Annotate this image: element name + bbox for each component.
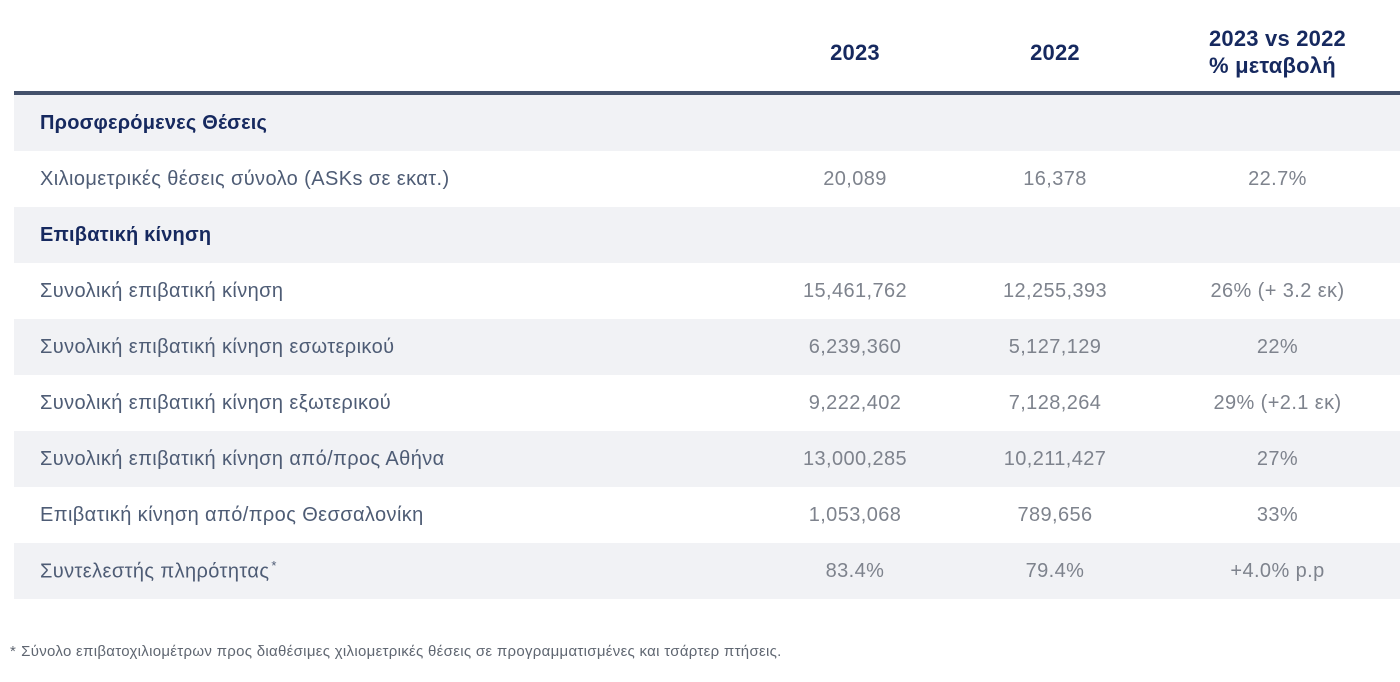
value-2022: 12,255,393 xyxy=(1002,279,1108,302)
section-title: Προσφερόμενες Θέσεις xyxy=(40,111,268,134)
value-2023: 20,089 xyxy=(823,167,887,190)
row-label: Χιλιομετρικές θέσεις σύνολο (ASKs σε εκα… xyxy=(40,167,450,190)
value-change: 22.7% xyxy=(1248,167,1307,190)
value-change: 29% (+2.1 εκ) xyxy=(1213,391,1342,414)
value-change: 22% xyxy=(1256,335,1299,358)
value-2022: 5,127,129 xyxy=(1008,335,1102,358)
row-label: Συντελεστής πληρότητας * xyxy=(14,558,755,584)
value-2022: 16,378 xyxy=(1023,167,1087,190)
table-row-section-seats: Προσφερόμενες Θέσεις xyxy=(14,95,1400,151)
value-change: 27% xyxy=(1256,447,1299,470)
traffic-statistics-table: 2023 2022 2023 vs 2022 % μεταβολή Προσφε… xyxy=(14,0,1400,599)
row-label: Συνολική επιβατική κίνηση xyxy=(40,279,284,302)
table-row-athens-traffic: Συνολική επιβατική κίνηση από/προς Αθήνα… xyxy=(14,431,1400,487)
value-2022: 79.4% xyxy=(1025,559,1085,582)
table-footnote: * Σύνολο επιβατοχιλιομέτρων προς διαθέσιμ… xyxy=(10,643,1400,660)
section-title: Επιβατική κίνηση xyxy=(40,223,212,246)
column-header-change-label: 2023 vs 2022 % μεταβολή xyxy=(1209,25,1346,78)
row-label: Συνολική επιβατική κίνηση εσωτερικού xyxy=(40,335,395,358)
table-row-total-traffic: Συνολική επιβατική κίνηση 15,461,762 12,… xyxy=(14,263,1400,319)
value-2023: 9,222,402 xyxy=(808,391,902,414)
table-row-thessaloniki-traffic: Επιβατική κίνηση από/προς Θεσσαλονίκη 1,… xyxy=(14,487,1400,543)
table-row-load-factor: Συντελεστής πληρότητας * 83.4% 79.4% +4.0… xyxy=(14,543,1400,599)
column-header-2022: 2022 xyxy=(1030,39,1080,65)
footnote-text: Σύνολο επιβατοχιλιομέτρων προς διαθέσιμε… xyxy=(21,643,782,660)
value-2023: 83.4% xyxy=(825,559,885,582)
table-header-row: 2023 2022 2023 vs 2022 % μεταβολή xyxy=(14,0,1400,95)
value-change: 33% xyxy=(1256,503,1299,526)
value-2022: 10,211,427 xyxy=(1003,447,1107,470)
table-row-international-traffic: Συνολική επιβατική κίνηση εξωτερικού 9,2… xyxy=(14,375,1400,431)
value-2022: 7,128,264 xyxy=(1008,391,1102,414)
column-header-change: 2023 vs 2022 % μεταβολή xyxy=(1155,26,1400,80)
value-2023: 1,053,068 xyxy=(808,503,902,526)
row-label: Συνολική επιβατική κίνηση από/προς Αθήνα xyxy=(40,447,445,470)
table-row-domestic-traffic: Συνολική επιβατική κίνηση εσωτερικού 6,2… xyxy=(14,319,1400,375)
value-change: +4.0% p.p xyxy=(1230,559,1325,582)
footnote-asterisk: * xyxy=(10,643,17,660)
value-2023: 13,000,285 xyxy=(802,447,908,470)
value-2022: 789,656 xyxy=(1017,503,1093,526)
column-header-2023: 2023 xyxy=(830,39,880,65)
row-label: Συνολική επιβατική κίνηση εξωτερικού xyxy=(40,391,392,414)
row-label: Επιβατική κίνηση από/προς Θεσσαλονίκη xyxy=(40,503,424,526)
value-2023: 15,461,762 xyxy=(802,279,908,302)
value-2023: 6,239,360 xyxy=(808,335,902,358)
value-change: 26% (+ 3.2 εκ) xyxy=(1210,279,1345,302)
table-row-asks: Χιλιομετρικές θέσεις σύνολο (ASKs σε εκα… xyxy=(14,151,1400,207)
row-label-text: Συντελεστής πληρότητας xyxy=(40,560,270,583)
table-row-section-passenger-traffic: Επιβατική κίνηση xyxy=(14,207,1400,263)
footnote-marker: * xyxy=(271,558,277,574)
